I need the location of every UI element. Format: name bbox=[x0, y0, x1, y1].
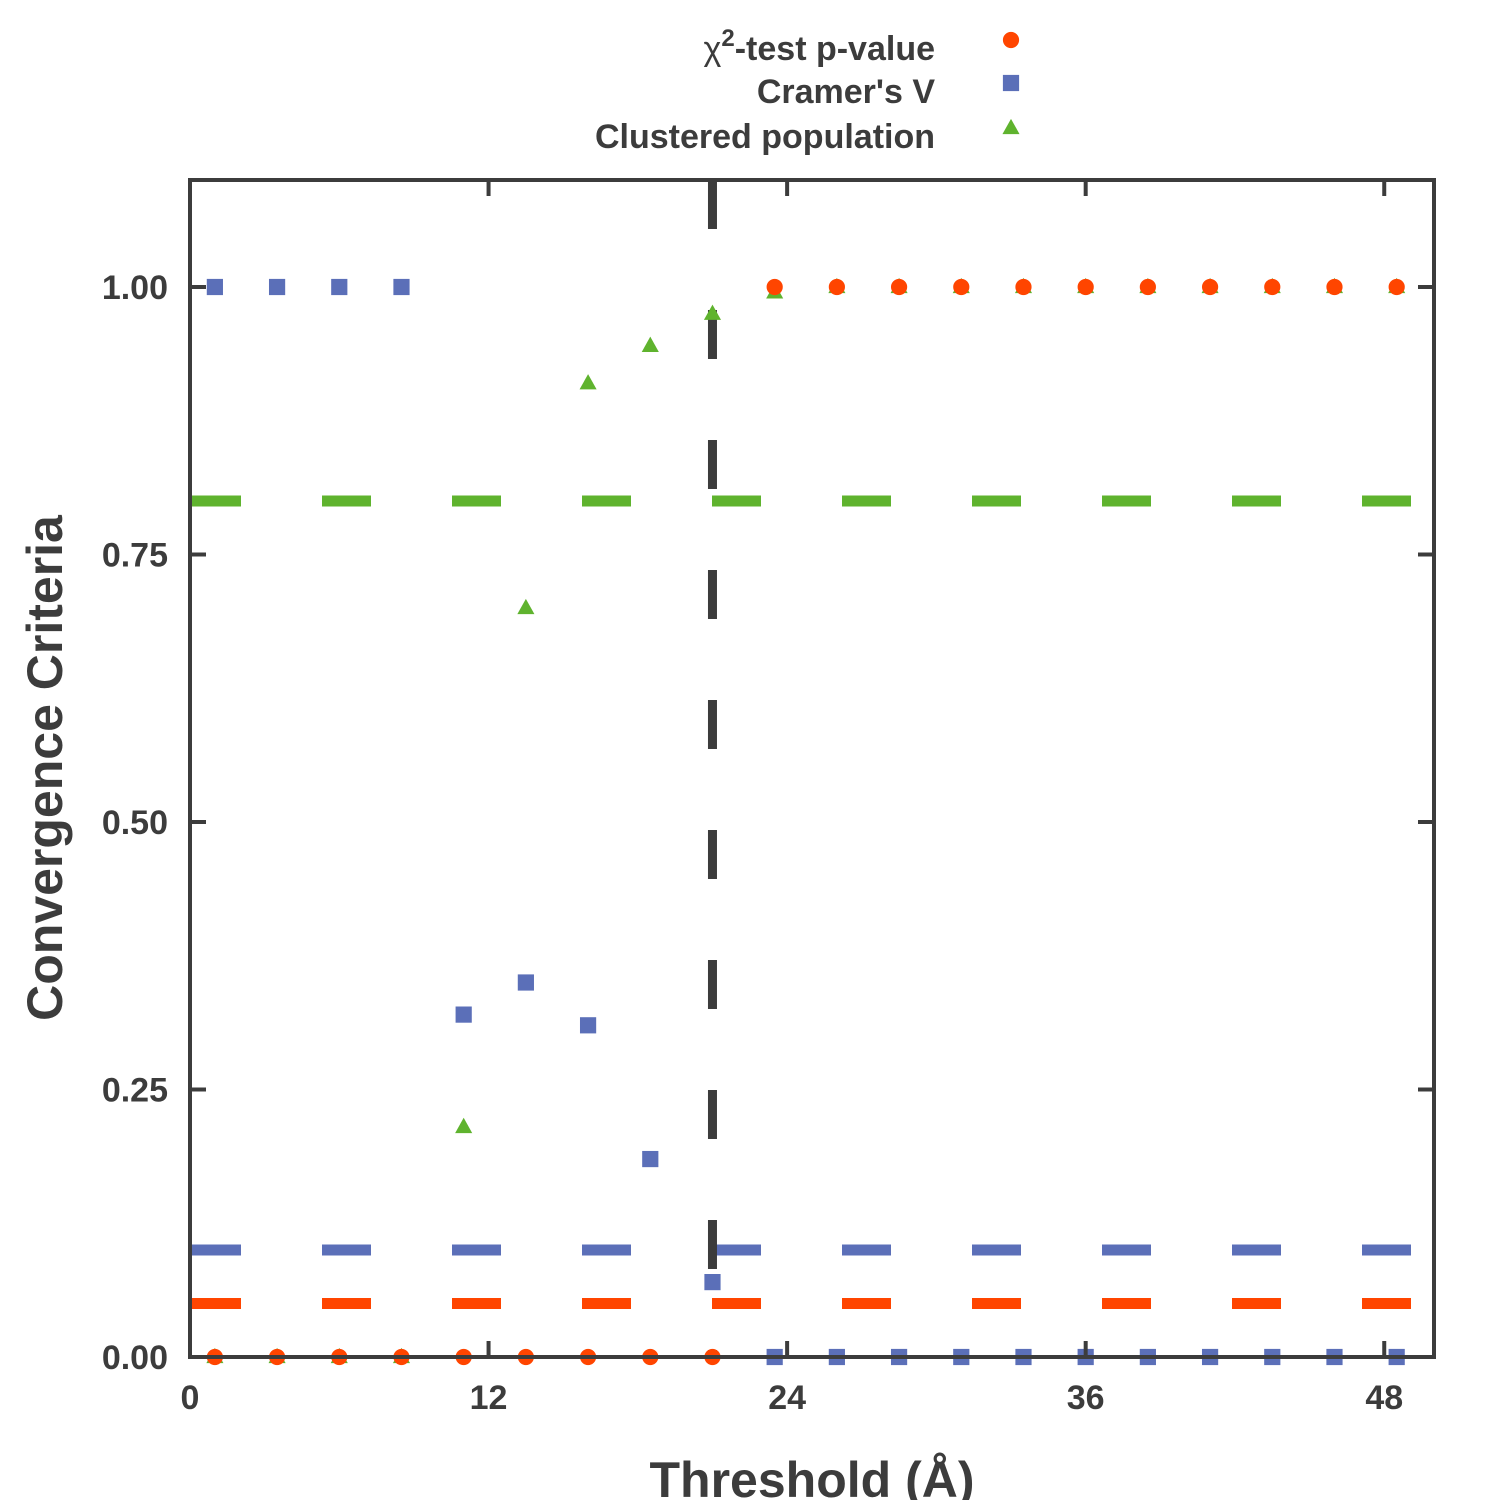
data-point-square bbox=[393, 278, 410, 296]
data-point-triangle bbox=[641, 336, 659, 352]
legend-label: Clustered population bbox=[595, 118, 935, 156]
data-point-square bbox=[579, 1017, 597, 1034]
data-point-circle bbox=[1201, 278, 1219, 296]
y-tick-label: 1.00 bbox=[102, 269, 168, 307]
y-tick-label: 0.75 bbox=[102, 537, 168, 575]
data-point-triangle bbox=[517, 598, 535, 615]
data-point-circle bbox=[828, 278, 845, 296]
data-point-triangle bbox=[579, 374, 597, 390]
x-tick-label: 36 bbox=[1067, 1379, 1105, 1417]
axes bbox=[188, 178, 1436, 1359]
legend-marker-square bbox=[1002, 74, 1020, 92]
data-point-circle bbox=[953, 278, 970, 296]
x-tick-label: 12 bbox=[470, 1379, 508, 1417]
data-point-circle bbox=[1326, 278, 1343, 296]
data-point-circle bbox=[766, 278, 783, 296]
y-tick-label: 0.25 bbox=[102, 1072, 168, 1110]
data-points bbox=[206, 277, 1406, 1366]
data-point-triangle bbox=[703, 304, 722, 320]
data-point-square bbox=[455, 1006, 472, 1023]
legend: χ2-test p-value Cramer's V Clustered popul… bbox=[595, 25, 1020, 156]
data-point-circle bbox=[890, 278, 908, 296]
legend-label: χ2-test p-value bbox=[704, 25, 935, 68]
legend-marker-triangle bbox=[1002, 118, 1020, 135]
data-point-square bbox=[206, 278, 223, 296]
data-point-square bbox=[642, 1150, 659, 1168]
y-tick-label: 0.00 bbox=[102, 1339, 168, 1377]
y-axis-title: Convergence Criteria bbox=[17, 514, 73, 1021]
x-tick-label: 24 bbox=[768, 1379, 806, 1417]
x-tick-label: 0 bbox=[181, 1379, 200, 1417]
data-point-triangle bbox=[455, 1117, 473, 1134]
plot-frame bbox=[188, 178, 1436, 1359]
ticks: 0 12 24 36 48 0.00 0.25 0.50 0.75 1.00 bbox=[102, 180, 1434, 1417]
x-axis-title: Threshold (Å) bbox=[650, 1452, 975, 1500]
data-point-circle bbox=[1015, 278, 1032, 296]
data-point-circle bbox=[1388, 278, 1405, 296]
data-point-circle bbox=[1139, 278, 1156, 296]
data-point-square bbox=[331, 278, 348, 296]
reference-lines bbox=[191, 180, 1412, 1357]
y-tick-label: 0.50 bbox=[102, 804, 168, 842]
data-point-square bbox=[268, 278, 286, 296]
legend-marker-circle bbox=[1002, 31, 1020, 49]
data-point-square bbox=[704, 1274, 721, 1291]
data-point-square bbox=[517, 974, 534, 991]
data-point-circle bbox=[1077, 278, 1094, 296]
legend-label: Cramer's V bbox=[757, 73, 936, 111]
x-tick-label: 48 bbox=[1365, 1379, 1403, 1417]
data-point-circle bbox=[1264, 278, 1281, 296]
